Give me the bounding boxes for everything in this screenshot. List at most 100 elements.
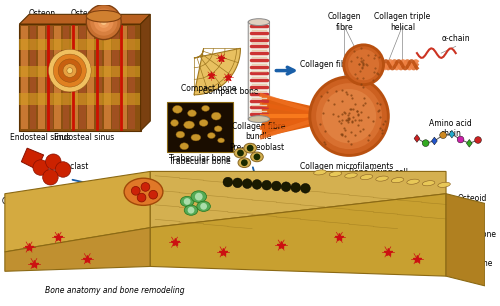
Circle shape: [195, 193, 202, 200]
Polygon shape: [20, 14, 150, 24]
Circle shape: [200, 203, 207, 210]
Circle shape: [33, 160, 48, 175]
Text: Trabecular bone: Trabecular bone: [169, 157, 230, 166]
Circle shape: [254, 154, 260, 160]
Polygon shape: [432, 137, 438, 145]
Circle shape: [457, 136, 464, 143]
Circle shape: [86, 5, 121, 39]
Circle shape: [281, 182, 291, 192]
Polygon shape: [22, 148, 44, 170]
Circle shape: [184, 198, 190, 205]
Polygon shape: [62, 26, 70, 129]
Circle shape: [300, 183, 310, 193]
Circle shape: [247, 145, 254, 151]
Circle shape: [242, 179, 252, 188]
Text: α-chain: α-chain: [442, 34, 470, 43]
Text: Endosteal sinus: Endosteal sinus: [54, 132, 114, 142]
Ellipse shape: [392, 177, 404, 183]
Ellipse shape: [212, 112, 221, 120]
Ellipse shape: [345, 173, 358, 178]
Polygon shape: [112, 26, 119, 129]
Circle shape: [90, 9, 118, 36]
Polygon shape: [466, 140, 472, 147]
Ellipse shape: [376, 176, 388, 181]
Polygon shape: [5, 171, 150, 252]
Text: Collagen microfilaments: Collagen microfilaments: [300, 162, 394, 171]
Ellipse shape: [238, 158, 250, 168]
Circle shape: [311, 78, 387, 154]
Circle shape: [137, 193, 146, 202]
Text: Endosteal sinus: Endosteal sinus: [10, 132, 70, 142]
Circle shape: [342, 43, 385, 86]
Ellipse shape: [124, 178, 163, 205]
Circle shape: [42, 170, 58, 185]
Ellipse shape: [244, 143, 256, 153]
Ellipse shape: [191, 191, 206, 203]
Polygon shape: [79, 26, 86, 129]
Circle shape: [54, 54, 86, 87]
Circle shape: [188, 207, 194, 214]
Text: Bone-lining cell: Bone-lining cell: [348, 168, 408, 177]
Ellipse shape: [172, 106, 182, 113]
Circle shape: [241, 159, 248, 166]
Polygon shape: [20, 93, 140, 105]
Ellipse shape: [208, 132, 216, 138]
Circle shape: [474, 136, 482, 144]
Text: Osteoblast: Osteoblast: [212, 206, 254, 215]
Polygon shape: [449, 130, 455, 138]
Polygon shape: [414, 135, 420, 142]
Text: Pre-osteoblast: Pre-osteoblast: [230, 143, 284, 152]
Text: Amino acid
chain: Amino acid chain: [430, 119, 472, 138]
Ellipse shape: [170, 120, 178, 126]
Polygon shape: [104, 26, 110, 129]
Circle shape: [56, 162, 71, 177]
Ellipse shape: [314, 170, 326, 175]
Circle shape: [348, 49, 379, 80]
Ellipse shape: [200, 120, 208, 126]
Text: Collagen fibre: Collagen fibre: [300, 60, 353, 69]
Ellipse shape: [329, 171, 342, 177]
Circle shape: [322, 89, 376, 143]
Text: Trabecular bone: Trabecular bone: [169, 154, 230, 163]
Circle shape: [149, 190, 158, 199]
Polygon shape: [20, 39, 140, 50]
Polygon shape: [120, 26, 127, 129]
Ellipse shape: [248, 19, 270, 25]
Text: Collagen fibre
bundle: Collagen fibre bundle: [232, 122, 285, 141]
Polygon shape: [150, 194, 446, 276]
Text: New bone: New bone: [458, 230, 496, 239]
Polygon shape: [30, 26, 36, 129]
Polygon shape: [194, 48, 240, 95]
Polygon shape: [150, 171, 446, 228]
Polygon shape: [20, 66, 140, 77]
Ellipse shape: [250, 152, 264, 162]
Circle shape: [48, 49, 91, 92]
Polygon shape: [71, 26, 78, 129]
Text: Collagen
fibre: Collagen fibre: [328, 13, 361, 32]
Circle shape: [272, 181, 281, 191]
Text: Compact bone: Compact bone: [180, 84, 236, 93]
Ellipse shape: [360, 174, 373, 180]
FancyBboxPatch shape: [167, 102, 232, 152]
FancyBboxPatch shape: [248, 21, 270, 120]
Polygon shape: [38, 26, 44, 129]
Circle shape: [223, 177, 232, 187]
Circle shape: [101, 19, 106, 25]
Ellipse shape: [407, 179, 420, 184]
Circle shape: [422, 140, 429, 147]
Ellipse shape: [234, 148, 247, 158]
Ellipse shape: [248, 116, 270, 122]
Ellipse shape: [180, 196, 194, 207]
Text: Osteon: Osteon: [71, 9, 98, 18]
Ellipse shape: [176, 131, 184, 138]
Polygon shape: [22, 26, 28, 129]
Text: Bone anatomy and bone remodeling: Bone anatomy and bone remodeling: [44, 286, 184, 295]
Polygon shape: [88, 26, 94, 129]
Ellipse shape: [218, 138, 224, 143]
Circle shape: [237, 150, 244, 156]
Circle shape: [252, 180, 262, 189]
Text: Osteoclast: Osteoclast: [127, 200, 168, 209]
Circle shape: [132, 186, 140, 195]
Text: Old bone: Old bone: [458, 259, 492, 268]
Ellipse shape: [422, 181, 435, 186]
